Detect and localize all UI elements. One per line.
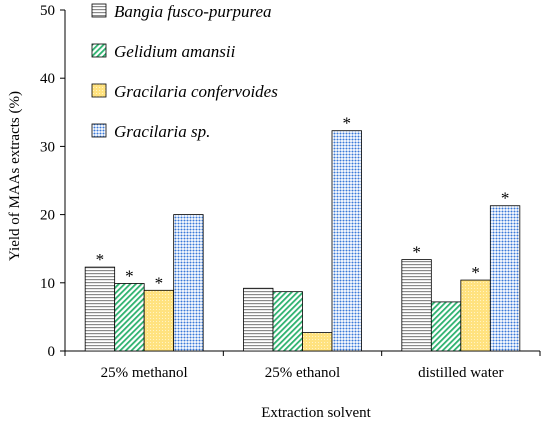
significance-marker: * (412, 243, 421, 262)
bar-3-3 (460, 279, 491, 352)
bar-2-1 (114, 283, 145, 352)
significance-marker: * (155, 273, 164, 292)
bar-1-3 (401, 259, 432, 352)
y-tick-label: 10 (40, 276, 55, 292)
x-tick-label: 25% methanol (101, 365, 188, 381)
bar-3-1 (143, 289, 175, 352)
significance-marker: * (343, 114, 352, 133)
legend-label-1: Bangia fusco-purpurea (114, 2, 272, 21)
y-tick-label: 20 (40, 208, 55, 224)
y-tick-label: 40 (40, 71, 55, 87)
x-axis-title: Extraction solvent (261, 405, 371, 421)
legend-swatch-1 (91, 3, 107, 18)
significance-marker: * (501, 189, 510, 208)
legend-label-4: Gracilaria sp. (114, 122, 210, 141)
bar-2-3 (430, 301, 462, 352)
x-axis: 25% methanol 25% ethanol distilled water (64, 350, 541, 381)
bar-1-1 (84, 266, 116, 352)
bar-1-2 (243, 287, 274, 352)
y-tick-label: 30 (40, 139, 55, 155)
significance-marker: * (96, 250, 105, 269)
bar-3-2 (302, 332, 333, 352)
significance-marker: * (471, 263, 480, 282)
y-axis: 0 10 20 30 40 50 (40, 3, 66, 360)
bar-4-1 (173, 214, 204, 352)
bar-4-2 (331, 130, 362, 352)
legend-label-3: Gracilaria confervoides (114, 82, 278, 101)
legend-swatch-3 (91, 83, 107, 98)
y-tick-label: 0 (48, 344, 56, 360)
y-tick-label: 50 (40, 3, 55, 19)
legend-swatch-2 (91, 43, 107, 58)
legend-swatch-4 (91, 123, 107, 138)
legend-label-2: Gelidium amansii (114, 42, 236, 61)
bars: * * * * * * * (84, 114, 521, 352)
legend: Bangia fusco-purpurea Gelidium amansii Gra… (91, 2, 278, 141)
y-axis-title: Yield of MAAs extracts (%) (7, 91, 23, 261)
bar-2-2 (272, 291, 303, 352)
bar-4-3 (489, 205, 521, 352)
x-tick-label: 25% ethanol (265, 365, 340, 381)
x-tick-label: distilled water (418, 365, 503, 381)
significance-marker: * (125, 266, 134, 285)
